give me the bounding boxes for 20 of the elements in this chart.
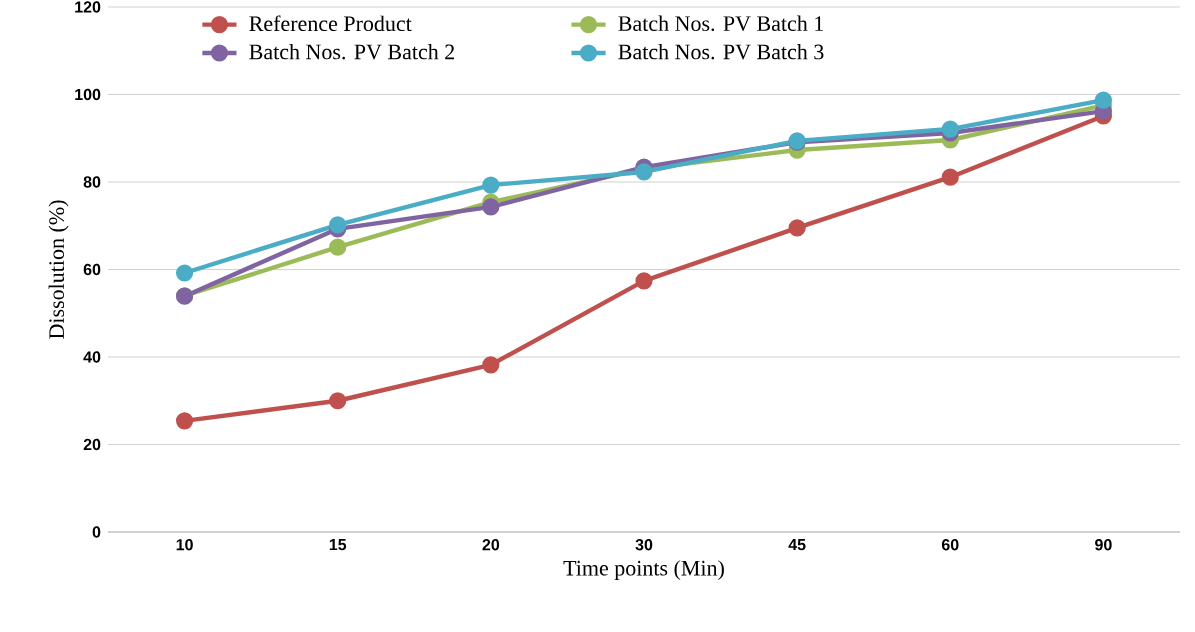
y-tick-label: 40 (83, 351, 101, 363)
y-tick-label: 60 (83, 263, 101, 276)
legend-label: Batch Nos. PV Batch 2 (249, 43, 455, 60)
x-tick-label: 15 (329, 539, 347, 551)
x-tick-label: 90 (1095, 539, 1112, 551)
y-tick-label: 20 (83, 438, 101, 451)
x-axis-title: Time points (Min) (563, 560, 724, 581)
legend-label: Reference Product (249, 15, 412, 32)
y-tick-label: 120 (75, 1, 101, 13)
legend-label: Batch Nos. PV Batch 3 (618, 43, 824, 60)
legend-label: Batch Nos. PV Batch 1 (618, 15, 823, 32)
y-tick-label: 0 (92, 526, 101, 538)
x-tick-label: 10 (176, 539, 193, 551)
x-tick-label: 45 (788, 539, 806, 551)
y-tick-label: 100 (75, 88, 101, 101)
y-tick-label: 80 (83, 176, 101, 188)
x-tick-label: 60 (941, 539, 959, 551)
x-tick-label: 20 (482, 539, 500, 551)
x-tick-label: 30 (635, 539, 653, 551)
y-axis-title: Dissolution (%) (48, 200, 69, 339)
